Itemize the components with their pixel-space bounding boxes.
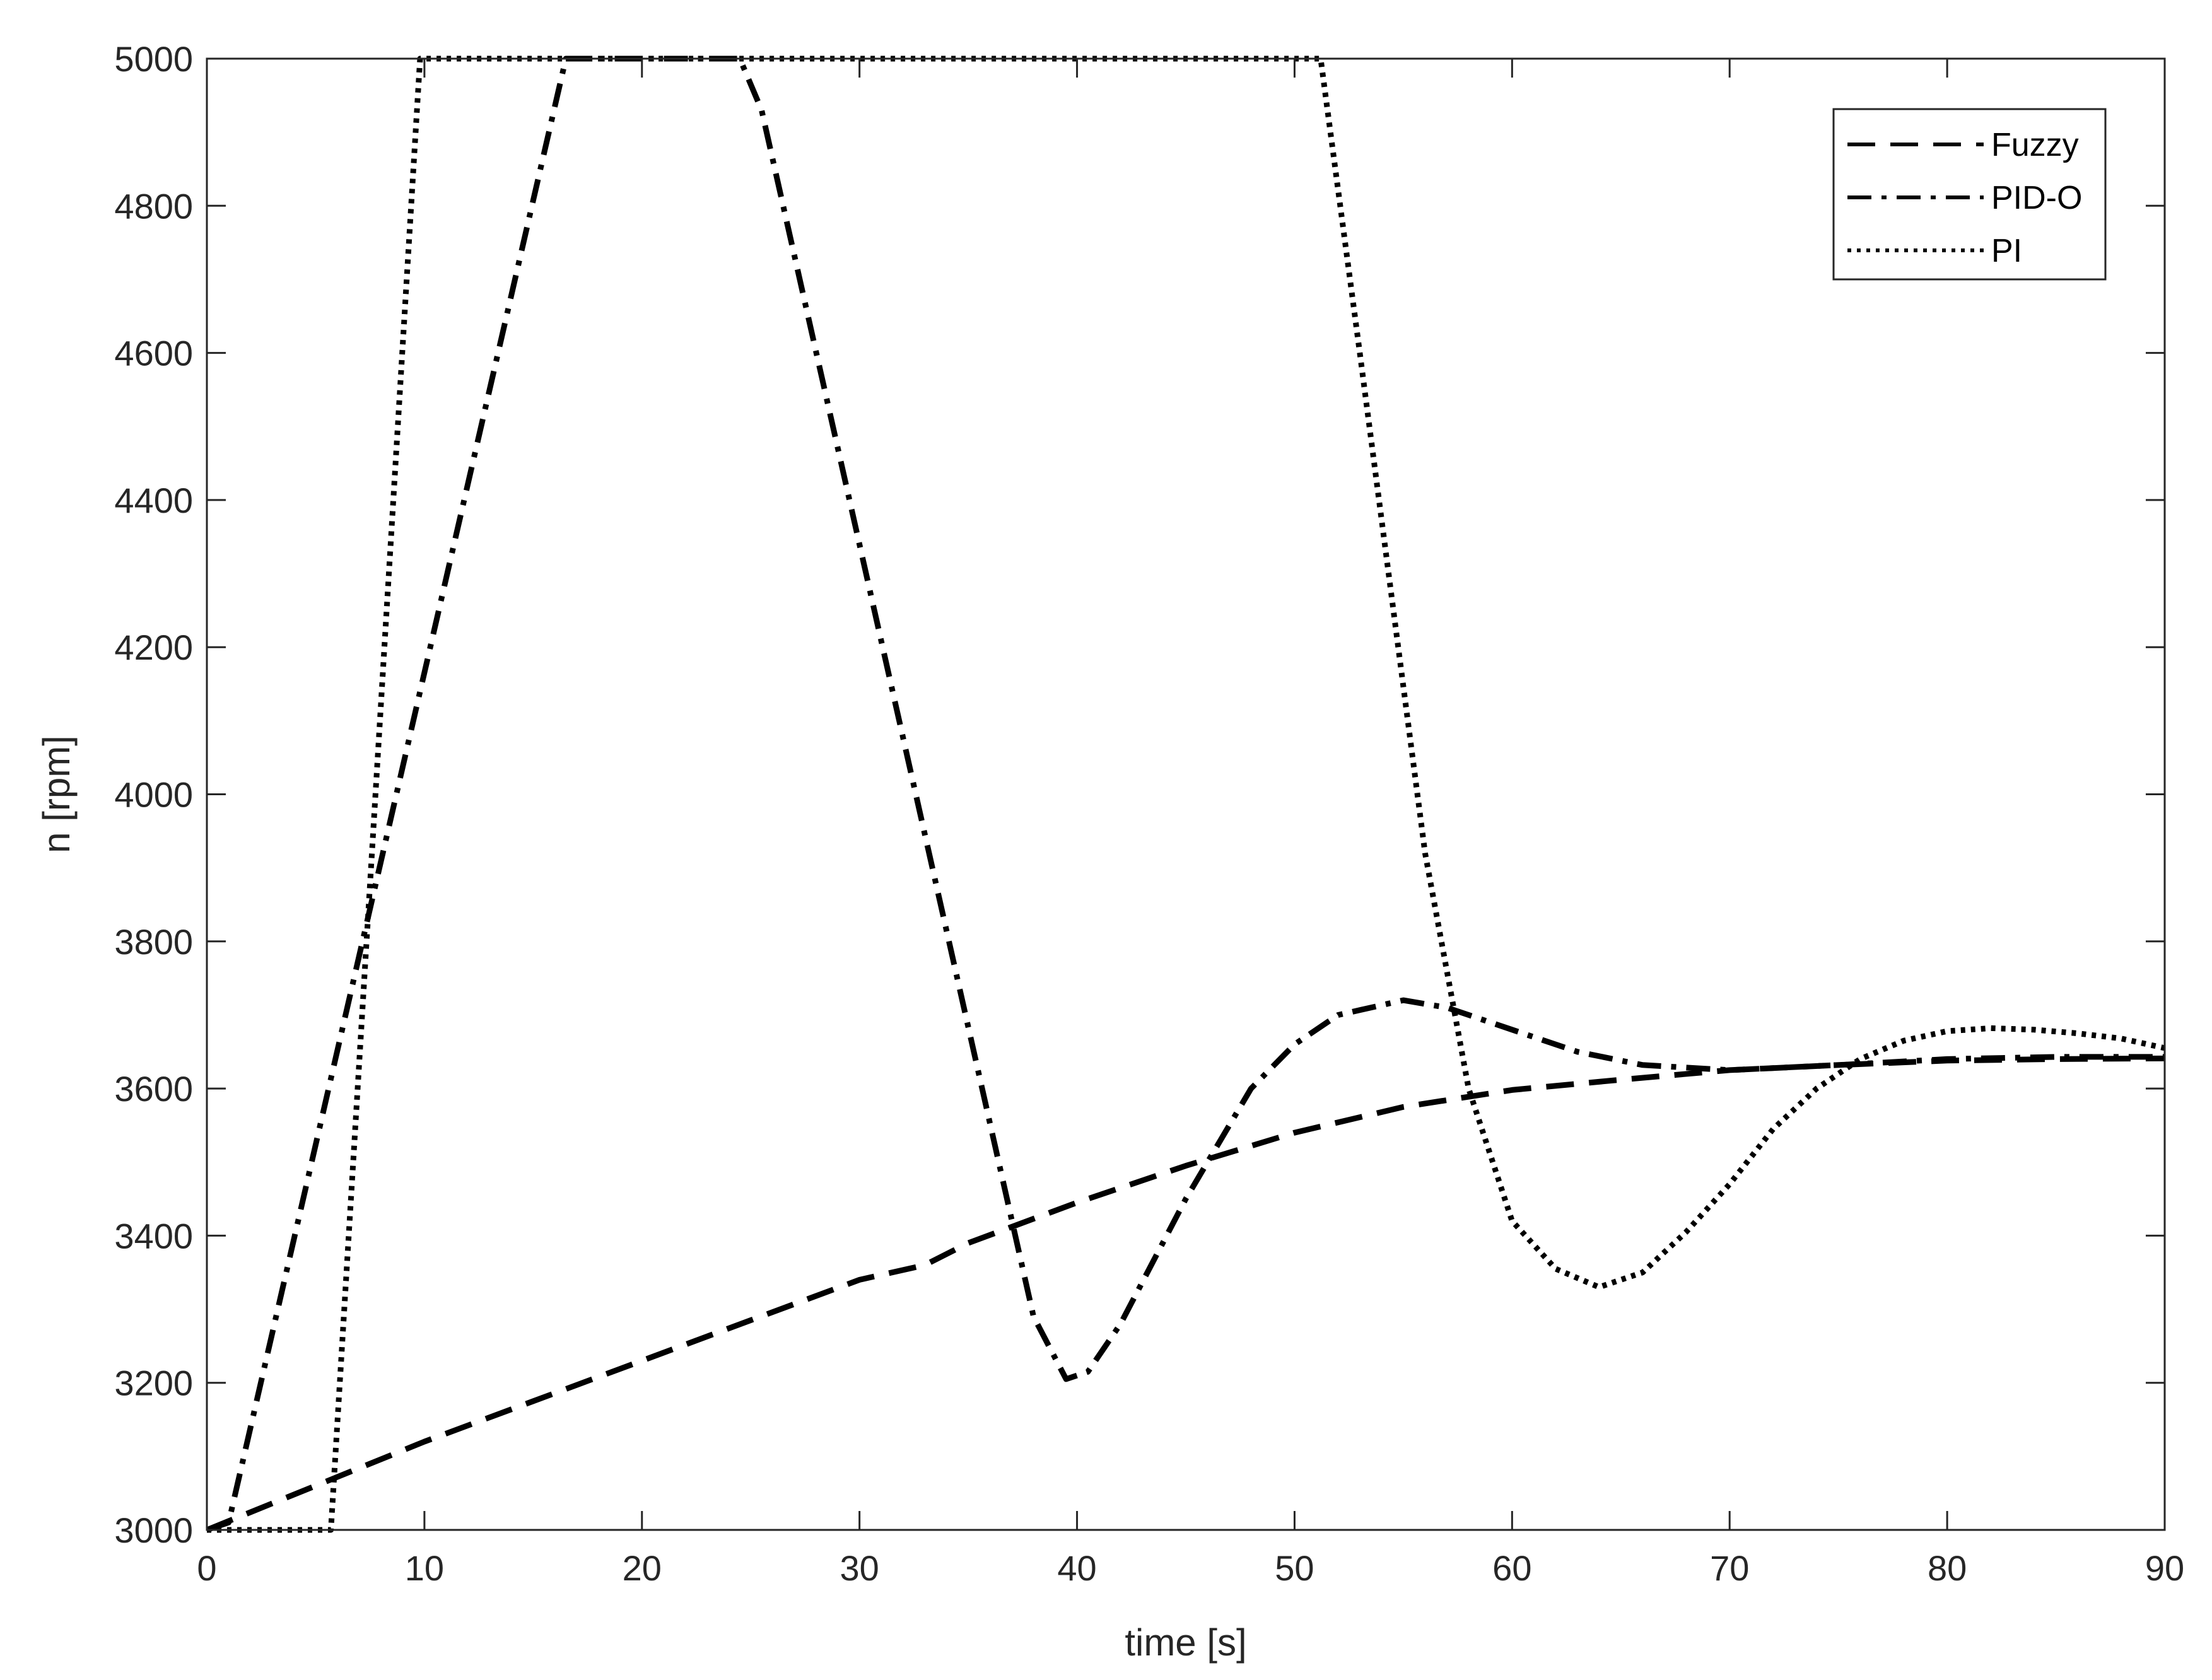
x-tick-label: 50: [1275, 1548, 1314, 1588]
x-tick-label: 0: [197, 1548, 216, 1588]
legend-label: Fuzzy: [1991, 127, 2079, 163]
x-axis: 0 10 20 30 40 50 60 70 80 90: [197, 59, 2184, 1588]
y-tick-label: 3000: [114, 1510, 193, 1550]
x-tick-label: 80: [1928, 1548, 1967, 1588]
y-tick-label: 3600: [114, 1069, 193, 1109]
series-line-pid-o: [206, 55, 2165, 1533]
y-tick-label: 3200: [114, 1363, 193, 1403]
series-line-pi: [207, 55, 2165, 1533]
y-tick-label: 4200: [114, 627, 193, 667]
y-tick-label: 3400: [114, 1216, 193, 1256]
legend-label: PID-O: [1991, 180, 2082, 216]
x-axis-title: time [s]: [1125, 1621, 1246, 1664]
legend-label: PI: [1991, 233, 2022, 269]
legend: Fuzzy PID-O PI: [1832, 108, 2107, 281]
x-tick-label: 90: [2145, 1548, 2184, 1588]
y-tick-label: 3800: [114, 922, 193, 962]
y-tick-label: 5000: [114, 39, 193, 79]
x-tick-label: 30: [840, 1548, 879, 1588]
x-tick-label: 40: [1057, 1548, 1096, 1588]
y-tick-label: 4600: [114, 334, 193, 373]
y-axis-title: n [rpm]: [35, 735, 78, 853]
x-tick-label: 10: [405, 1548, 444, 1588]
y-tick-label: 4800: [114, 186, 193, 226]
x-tick-label: 70: [1710, 1548, 1749, 1588]
series-layer: [206, 55, 2165, 1533]
y-tick-label: 4000: [114, 775, 193, 815]
y-tick-label: 4400: [114, 481, 193, 520]
x-tick-label: 60: [1492, 1548, 1531, 1588]
x-tick-label: 20: [623, 1548, 662, 1588]
y-axis: 3000 3200 3400 3600 3800 4000 4200 4400 4600 4800…: [114, 39, 2165, 1550]
